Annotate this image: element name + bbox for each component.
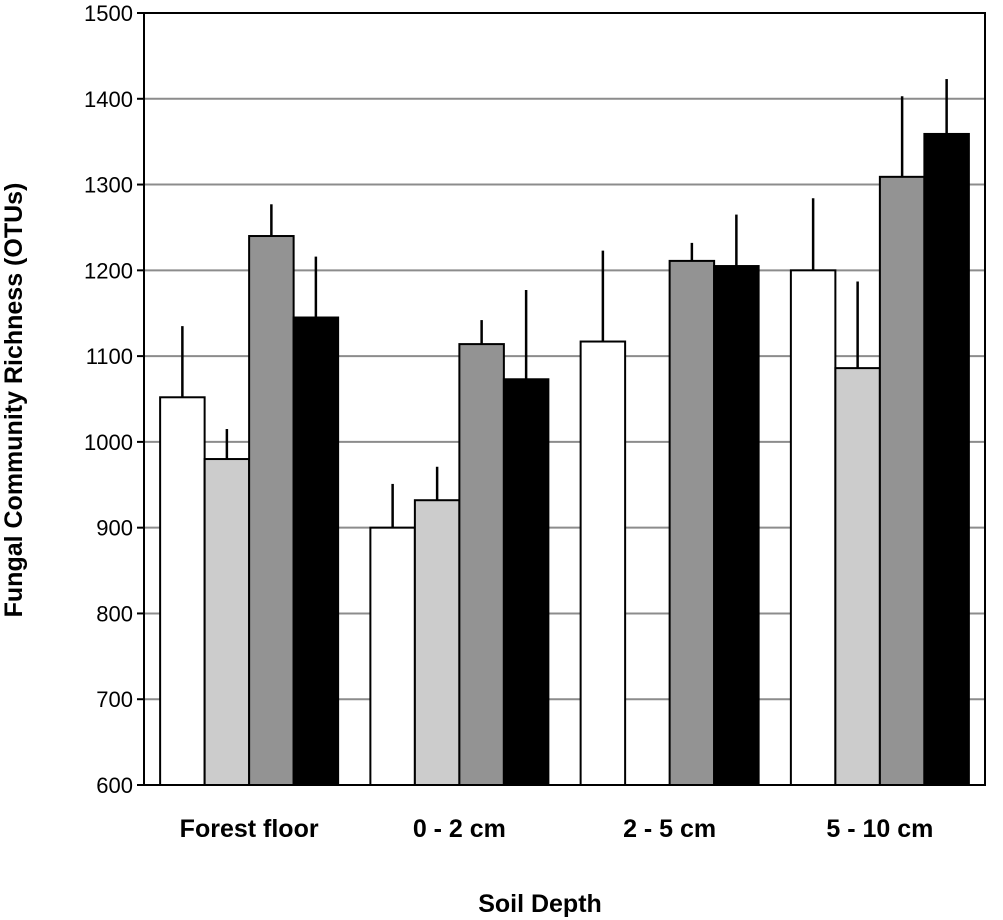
bar (502, 378, 550, 786)
x-tick-label: 5 - 10 cm (826, 815, 933, 843)
bar (789, 269, 837, 787)
bar (923, 132, 970, 787)
y-tick-label: 800 (96, 601, 133, 626)
bar (579, 340, 627, 786)
y-tick-label: 1300 (84, 173, 133, 198)
plot-frame (143, 12, 986, 786)
bar (413, 499, 461, 786)
labels: 600 700 800 900 1000 1100 1200 1300 1400 1500 Fore… (84, 1, 933, 843)
y-tick-label: 1000 (84, 430, 133, 455)
bar (458, 343, 505, 786)
bars (159, 132, 970, 787)
y-tick-label: 600 (96, 773, 133, 798)
x-tick-label: Forest floor (180, 815, 319, 843)
bar (713, 265, 760, 786)
x-axis-title: Soil Depth (478, 890, 602, 918)
x-tick-label: 0 - 2 cm (413, 815, 506, 843)
bar (834, 367, 881, 786)
bar (668, 259, 716, 786)
x-tick-label: 2 - 5 cm (623, 815, 716, 843)
bar (248, 235, 295, 786)
bar (292, 316, 340, 786)
y-axis-title: Fungal Community Richness (OTUs) (0, 183, 28, 618)
y-tick-label: 900 (96, 516, 133, 541)
y-tick-label: 1500 (84, 1, 133, 26)
axes (137, 12, 986, 786)
y-tick-label: 700 (96, 687, 133, 712)
y-tick-label: 1100 (86, 344, 133, 369)
y-tick-label: 1200 (84, 258, 133, 283)
bar (159, 396, 206, 786)
y-tick-label: 1400 (84, 87, 133, 112)
bar (878, 175, 926, 786)
error-bars (181, 79, 948, 528)
bar (203, 458, 251, 786)
bar (369, 526, 416, 787)
